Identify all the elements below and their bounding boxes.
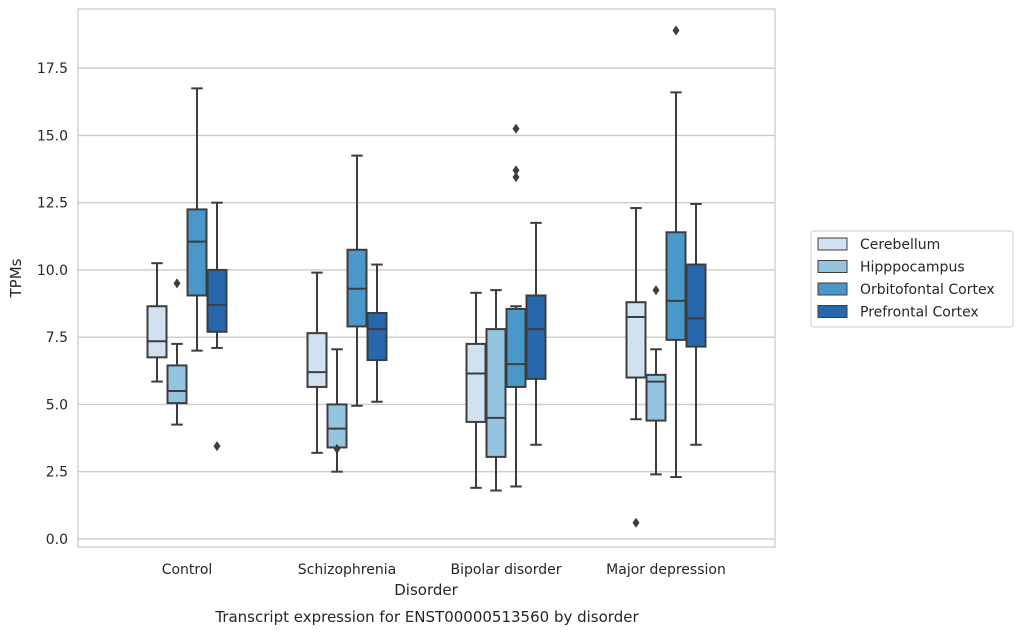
box-iqr [366,311,388,362]
box-iqr [505,307,527,388]
legend: Cerebellum Hipppocampus Orbitofontal Corte… [810,230,1014,328]
box-prefrontal-cortex [366,263,388,403]
box-hipppocampus [166,278,188,426]
legend-label: Prefrontal Cortex [860,305,979,321]
x-axis-label: Disorder [394,581,458,599]
outlier-point [213,441,221,452]
box-iqr [186,208,208,297]
box-iqr [146,305,168,359]
box-iqr [485,328,507,458]
box-prefrontal-cortex [685,203,707,446]
box-cerebellum [306,271,328,454]
outlier-point [652,285,660,296]
box-iqr [525,294,547,380]
box-orbitofontal-cortex [186,87,208,352]
plot-frame [77,8,776,548]
y-tick-label: 2.5 [46,465,68,481]
box-orbitofontal-cortex [665,25,687,479]
box-series [146,25,707,528]
box-iqr [665,231,687,341]
y-tick-label: 15.0 [37,128,68,144]
y-tick-labels: 0.0 2.5 5.0 7.5 10.0 12.5 15.0 17.5 [37,61,68,548]
y-tick-label: 12.5 [37,196,68,212]
box-iqr [166,364,188,405]
box-prefrontal-cortex [525,221,547,446]
legend-swatch [817,260,848,273]
box-cerebellum [465,291,487,489]
box-iqr [206,268,228,333]
outlier-point [512,123,520,134]
box-orbitofontal-cortex [346,154,368,407]
box-orbitofontal-cortex [505,123,527,488]
box-iqr [625,301,647,379]
legend-swatch [817,282,848,296]
box-iqr [306,332,328,388]
box-cerebellum [625,207,647,528]
legend-label: Hipppocampus [860,260,965,276]
y-tick-label: 10.0 [37,263,68,279]
x-tick-labels: Control Schizophrenia Bipolar disorder Majo… [162,562,726,578]
box-iqr [685,263,707,348]
y-tick-label: 5.0 [46,397,68,413]
y-tick-label: 0.0 [46,532,68,548]
legend-label: Orbitofontal Cortex [860,282,995,298]
x-tick-label: Major depression [606,562,726,578]
y-tick-label: 7.5 [46,330,68,346]
box-hipppocampus [485,289,507,492]
legend-frame [810,230,1014,328]
x-tick-label: Bipolar disorder [450,562,561,578]
gridlines [78,67,775,540]
y-tick-label: 17.5 [37,61,68,77]
outlier-point [333,443,341,454]
outlier-point [512,165,520,176]
legend-items: Cerebellum Hipppocampus Orbitofontal Corte… [817,237,995,321]
outlier-point [173,278,181,289]
box-hipppocampus [645,285,667,476]
outlier-point [632,517,640,528]
x-tick-label: Control [162,562,213,578]
outlier-point [512,172,520,183]
box-cerebellum [146,262,168,383]
legend-swatch [817,305,848,318]
box-prefrontal-cortex [206,201,228,452]
legend-label: Cerebellum [860,237,940,253]
outlier-point [672,25,680,36]
box-iqr [645,373,667,422]
box-iqr [326,403,348,449]
legend-swatch [817,237,848,251]
box-hipppocampus [326,348,348,473]
y-axis-label: TPMs [7,258,25,298]
chart-title: Transcript expression for ENST0000051356… [214,608,639,626]
box-iqr [465,342,487,423]
x-tick-label: Schizophrenia [298,562,396,578]
